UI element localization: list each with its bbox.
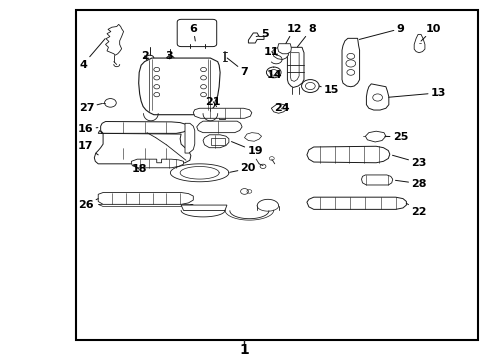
Polygon shape xyxy=(290,53,299,81)
Text: 14: 14 xyxy=(266,67,282,80)
Text: 6: 6 xyxy=(189,24,197,41)
Bar xyxy=(76,10,477,339)
Polygon shape xyxy=(101,122,188,133)
Polygon shape xyxy=(277,44,291,54)
Polygon shape xyxy=(98,193,193,204)
Text: 10: 10 xyxy=(420,24,441,41)
Text: 3: 3 xyxy=(165,50,172,60)
Polygon shape xyxy=(211,138,224,145)
Text: 25: 25 xyxy=(384,132,407,142)
Polygon shape xyxy=(272,47,288,59)
Polygon shape xyxy=(98,204,193,207)
Text: 20: 20 xyxy=(230,163,255,174)
FancyBboxPatch shape xyxy=(177,19,216,46)
Polygon shape xyxy=(181,205,226,211)
Text: 15: 15 xyxy=(319,85,339,95)
Polygon shape xyxy=(248,33,264,43)
Text: 22: 22 xyxy=(406,203,426,216)
Polygon shape xyxy=(105,24,123,55)
Text: 8: 8 xyxy=(297,24,315,47)
Text: 7: 7 xyxy=(227,58,248,77)
Polygon shape xyxy=(196,121,242,132)
Text: 28: 28 xyxy=(395,179,426,189)
Polygon shape xyxy=(211,109,229,119)
Text: 27: 27 xyxy=(79,103,102,113)
Polygon shape xyxy=(139,58,220,115)
Text: 4: 4 xyxy=(79,39,105,69)
Text: 12: 12 xyxy=(285,24,302,44)
Polygon shape xyxy=(193,108,251,118)
Text: 2: 2 xyxy=(141,51,148,61)
Polygon shape xyxy=(306,146,389,163)
Polygon shape xyxy=(94,130,190,164)
Text: 1: 1 xyxy=(239,343,249,357)
Polygon shape xyxy=(341,39,359,87)
Polygon shape xyxy=(131,159,183,168)
Text: 17: 17 xyxy=(78,141,98,155)
Text: 19: 19 xyxy=(231,141,263,156)
Polygon shape xyxy=(413,35,424,53)
Text: 24: 24 xyxy=(273,103,289,113)
Text: 21: 21 xyxy=(205,97,221,107)
Text: 18: 18 xyxy=(131,164,146,174)
Polygon shape xyxy=(306,197,406,210)
Text: 13: 13 xyxy=(388,88,445,98)
Polygon shape xyxy=(271,104,287,113)
Polygon shape xyxy=(184,123,194,153)
Text: 5: 5 xyxy=(256,30,268,39)
Text: 16: 16 xyxy=(78,124,98,134)
Polygon shape xyxy=(361,175,392,185)
Polygon shape xyxy=(244,132,261,141)
Polygon shape xyxy=(366,84,388,110)
Polygon shape xyxy=(365,131,385,142)
Text: 26: 26 xyxy=(78,199,98,210)
Text: 23: 23 xyxy=(392,155,426,168)
Text: 9: 9 xyxy=(359,24,404,40)
Polygon shape xyxy=(287,47,304,87)
Polygon shape xyxy=(203,135,228,148)
Text: 11: 11 xyxy=(264,46,279,57)
